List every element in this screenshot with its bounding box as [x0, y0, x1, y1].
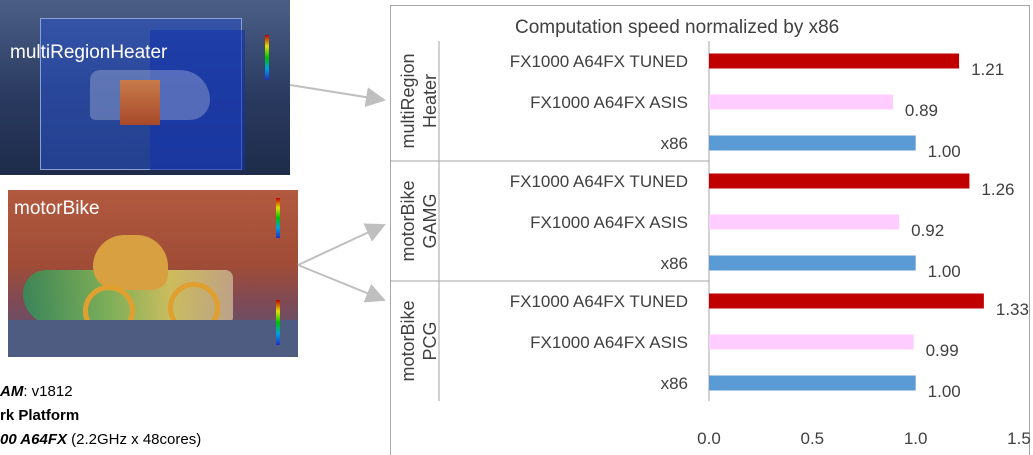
bar-tuned — [709, 173, 970, 189]
bar-x86 — [709, 135, 916, 151]
category-label: FX1000 A64FX TUNED — [510, 172, 688, 191]
bar-x86 — [709, 255, 916, 271]
category-label: FX1000 A64FX TUNED — [510, 52, 688, 71]
color-scale-legend — [276, 300, 280, 345]
version-caption-value: : v1812 — [23, 383, 73, 400]
category-label: FX1000 A64FX ASIS — [530, 93, 688, 112]
group-label: GAMG — [420, 193, 440, 248]
motorbike-lower-panel — [8, 320, 298, 357]
motorbike-body-shape — [93, 235, 168, 290]
platform-caption-label: rk Platform — [0, 407, 80, 424]
group-label: motorBike — [398, 180, 418, 261]
x-tick-label: 0.0 — [697, 429, 721, 448]
group-label: PCG — [420, 321, 440, 360]
version-caption-name: AM — [0, 383, 24, 400]
data-label: 0.99 — [926, 341, 959, 360]
group-label: motorBike — [398, 300, 418, 381]
multi-region-heater-image: multiRegionHeater — [0, 0, 290, 175]
heater-domain-side — [150, 30, 245, 170]
data-label: 1.21 — [971, 60, 1004, 79]
heater-core-shape — [120, 80, 160, 125]
multi-region-heater-label: multiRegionHeater — [10, 42, 168, 63]
arrow-to-gamg-group — [297, 223, 386, 266]
category-label: FX1000 A64FX ASIS — [530, 333, 688, 352]
data-label: 1.00 — [928, 382, 961, 401]
chart-title: Computation speed normalized by x86 — [515, 17, 839, 38]
category-label: FX1000 A64FX ASIS — [530, 213, 688, 232]
data-label: 1.26 — [981, 180, 1014, 199]
group-label: multiRegion — [398, 53, 418, 148]
arrow-to-heater-group — [289, 84, 386, 108]
color-scale-legend — [265, 35, 269, 80]
motorbike-image: motorBike — [8, 190, 298, 357]
bars-layer: multiRegion Heater FX1000 A64FX TUNED 1.21 F… — [391, 41, 1031, 448]
x-tick-label: 1.0 — [904, 429, 928, 448]
arrow-to-pcg-group — [297, 264, 386, 303]
category-label: x86 — [661, 374, 688, 393]
motorbike-label: motorBike — [14, 198, 100, 219]
bar-asis — [709, 214, 900, 230]
category-label: x86 — [661, 134, 688, 153]
machine-caption-spec: (2.2GHz x 48cores) — [66, 431, 202, 448]
bar-tuned — [709, 53, 960, 69]
data-label: 1.00 — [928, 262, 961, 281]
bar-asis — [709, 334, 914, 350]
bar-x86 — [709, 375, 916, 391]
group-label: Heater — [420, 74, 440, 128]
data-label: 1.33 — [996, 300, 1029, 319]
x-tick-label: 1.5 — [1007, 429, 1031, 448]
data-label: 1.00 — [928, 142, 961, 161]
data-label: 0.92 — [911, 221, 944, 240]
machine-caption-name: 00 A64FX — [0, 431, 67, 448]
category-label: FX1000 A64FX TUNED — [510, 292, 688, 311]
data-label: 0.89 — [905, 101, 938, 120]
speed-chart: Computation speed normalized by x86 mult… — [390, 5, 1031, 455]
bar-asis — [709, 94, 893, 110]
x-tick-label: 0.5 — [801, 429, 825, 448]
bar-tuned — [709, 293, 984, 309]
machine-caption: 00 A64FX (2.2GHz x 48cores) — [0, 431, 201, 448]
version-caption: AM: v1812 — [0, 383, 73, 400]
category-label: x86 — [661, 254, 688, 273]
color-scale-legend — [276, 198, 280, 238]
platform-caption: rk Platform — [0, 407, 79, 424]
speed-chart-svg: Computation speed normalized by x86 mult… — [391, 17, 1031, 448]
